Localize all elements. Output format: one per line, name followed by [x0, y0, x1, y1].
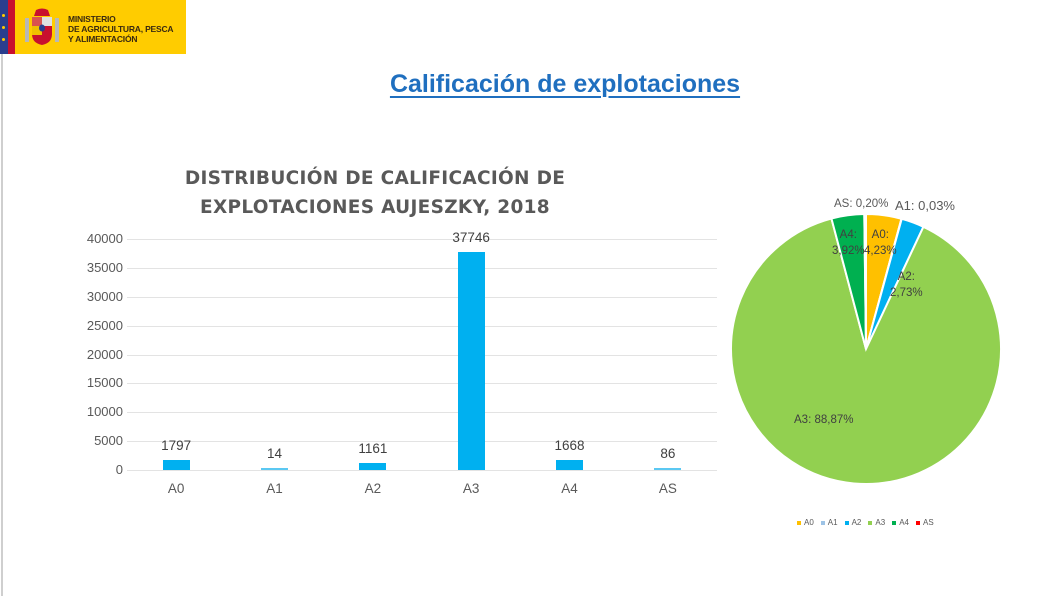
x-tick-label: A0: [167, 481, 185, 496]
page-left-border: [1, 54, 3, 596]
y-tick-label: 10000: [86, 404, 123, 420]
legend-label: A3: [875, 518, 886, 527]
ministry-logo: MINISTERIO DE AGRICULTURA, PESCA Y ALIME…: [0, 0, 186, 54]
pie-slice-AS: [863, 212, 867, 350]
bar-A4: [556, 460, 583, 470]
legend-swatch-icon: [844, 520, 849, 525]
gridline: [127, 239, 717, 240]
x-tick-label: A1: [266, 481, 283, 496]
pie-chart: [730, 212, 1002, 485]
spain-flag-stripe: [8, 0, 15, 54]
legend-label: A2: [851, 518, 862, 527]
x-tick-label: AS: [658, 481, 677, 496]
y-tick-label: 20000: [86, 346, 123, 362]
pie-data-label-A0: A0: 4,23%: [864, 229, 897, 257]
legend-label: A0: [804, 518, 814, 527]
legend-item-A3: A3: [868, 518, 885, 527]
bar-A1: [261, 468, 288, 470]
y-tick-label: 15000: [86, 375, 123, 391]
y-tick-label: 0: [115, 462, 123, 477]
pie-data-label-A3: A3: 88,87%: [794, 414, 854, 426]
bar-A2: [359, 463, 387, 470]
y-tick-label: 30000: [86, 288, 123, 304]
bar-value-label: 1668: [554, 438, 585, 454]
x-tick-label: A3: [462, 481, 480, 496]
legend-swatch-icon: [915, 520, 920, 525]
bar-AS: [654, 468, 682, 470]
star-icon: [2, 26, 5, 29]
gridline: [127, 354, 717, 356]
gridline: [127, 470, 717, 471]
legend-swatch-icon: [868, 520, 873, 525]
legend-label: A4: [899, 518, 909, 527]
bar-value-label: 1161: [358, 441, 388, 457]
gridline: [127, 383, 717, 385]
pie-data-label-AS: AS: 0,20%: [834, 198, 889, 210]
bar-value-label: 37746: [452, 230, 490, 246]
star-icon: [2, 14, 5, 17]
bar-chart-title: DISTRIBUCIÓN DE CALIFICACIÓN DE EXPLOTAC…: [160, 164, 590, 222]
gridline: [127, 267, 717, 269]
legend-item-A2: A2: [844, 518, 862, 527]
gridline: [127, 441, 717, 443]
gridline: [127, 296, 717, 298]
bar-A0: [162, 459, 190, 470]
y-tick-label: 35000: [86, 259, 123, 275]
pie-slice-A3: [730, 217, 1002, 485]
page-title: Calificación de explotaciones: [389, 70, 741, 98]
bar-chart-title-line-1: DISTRIBUCIÓN DE CALIFICACIÓN DE: [184, 168, 566, 189]
gridline: [127, 325, 717, 327]
x-tick-label: A2: [364, 481, 382, 496]
bar-chart-title-line-2: EXPLOTACIONES AUJESZKY, 2018: [200, 197, 550, 218]
legend-label: A1: [827, 518, 838, 527]
legend-item-AS: AS: [915, 518, 934, 527]
gridline: [127, 412, 717, 414]
y-tick-label: 25000: [86, 317, 123, 333]
legend-item-A1: A1: [820, 518, 838, 527]
pie-data-label-A2: A2: 2,73%: [890, 271, 923, 299]
logo-text: MINISTERIO DE AGRICULTURA, PESCA Y ALIME…: [68, 14, 174, 44]
bar-A3: [457, 252, 485, 470]
bar-value-label: 1797: [161, 437, 192, 453]
legend-item-A0: A0: [797, 518, 814, 527]
y-tick-label: 40000: [86, 231, 123, 246]
coat-of-arms-icon: [25, 8, 59, 45]
bar-value-label: 14: [266, 446, 283, 461]
bar-chart: 40000 35000 30000 25000 20000 15000 10000 5000 0…: [60, 225, 717, 515]
legend-item-A4: A4: [892, 518, 909, 527]
x-tick-label: A4: [561, 481, 578, 496]
legend-swatch-icon: [797, 520, 801, 525]
bar-value-label: 86: [660, 446, 676, 461]
legend-swatch-icon: [820, 520, 825, 525]
pie-data-label-A4: A4: 3,92%: [832, 229, 865, 257]
pie-data-label-A1: A1: 0,03%: [895, 198, 955, 213]
legend-label: AS: [922, 518, 934, 527]
legend-swatch-icon: [892, 520, 897, 525]
pie-legend: A0 A1 A2 A3 A4 AS: [797, 518, 934, 527]
y-tick-label: 5000: [94, 433, 123, 449]
star-icon: [2, 38, 5, 41]
